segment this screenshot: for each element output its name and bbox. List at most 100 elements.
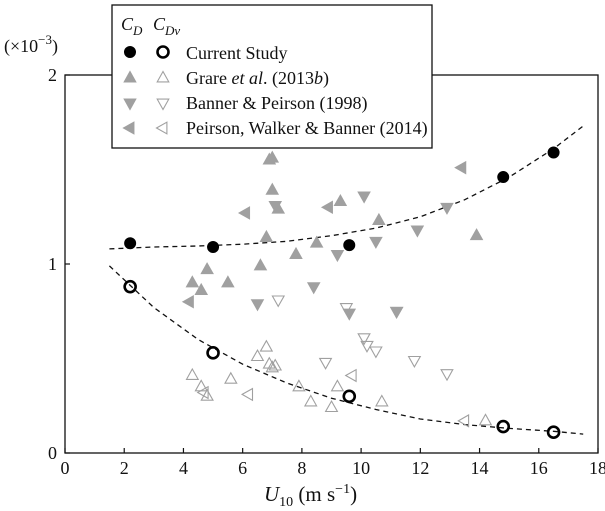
y-scale-exp: −3 (38, 32, 52, 47)
data-point-grare-et-al-2013b-cd-12 (333, 193, 348, 207)
data-point-banner-peirson-1998-cdv-5 (369, 346, 383, 359)
data-point-current-study-cdv-0 (123, 279, 137, 294)
data-point-grare-et-al-2013b-cdv-11 (324, 399, 339, 413)
data-point-grare-et-al-2013b-cdv-1 (194, 379, 209, 392)
data-point-peirson-walker-banner-2014-cdv-3 (457, 414, 470, 428)
legend-entry-peirson-walker-banner-label: Peirson, Walker & Banner (2014) (186, 118, 428, 139)
data-point-grare-et-al-2013b-cd-8 (265, 182, 280, 195)
x-tick-label-16: 16 (530, 458, 548, 478)
data-point-banner-peirson-1998-cd-9 (440, 202, 454, 215)
data-point-banner-peirson-1998-cd-4 (342, 308, 357, 321)
data-point-grare-et-al-2013b-cdv-8 (268, 358, 283, 371)
data-point-grare-et-al-2013b-cd-11 (309, 235, 324, 248)
y-tick-label-2: 2 (48, 65, 57, 85)
legend-header-cd-symbol: C (121, 14, 134, 34)
x-tick-label-6: 6 (238, 458, 247, 478)
data-point-banner-peirson-1998-cd-5 (357, 191, 371, 204)
legend-entry-banner-peirson: Banner & Peirson (1998) (186, 93, 367, 114)
data-point-grare-et-al-2013b-cd-7 (265, 150, 280, 163)
data-point-grare-et-al-2013b-cd-14 (469, 228, 484, 241)
data-point-grare-et-al-2013b-cdv-5 (259, 339, 274, 352)
x-label-close: ) (350, 482, 357, 506)
x-label-subscript: 10 (279, 495, 293, 510)
data-point-grare-et-al-2013b-cdv-13 (375, 394, 389, 407)
data-point-banner-peirson-1998-cdv-6 (389, 306, 404, 319)
legend-marker-cdv-grare-et-al-2013b (156, 70, 170, 83)
legend-entry-grare-part-4: b (314, 68, 323, 88)
y-tick-label-1: 1 (48, 254, 57, 274)
data-point-banner-peirson-1998-cdv-8 (440, 369, 454, 382)
x-label-symbol: U (264, 482, 281, 506)
x-tick-label-12: 12 (411, 458, 429, 478)
legend-header-cd: CD (121, 14, 143, 38)
data-point-banner-peirson-1998-cdv-0 (271, 295, 286, 308)
x-tick-label-18: 18 (589, 458, 605, 478)
legend-entry-current-study-label: Current Study (186, 43, 288, 63)
x-tick-label-4: 4 (179, 458, 188, 478)
data-point-grare-et-al-2013b-cd-5 (259, 229, 274, 242)
data-point-current-study-cdv-4 (546, 425, 561, 440)
data-point-current-study-cdv-1 (206, 346, 220, 360)
data-point-banner-peirson-1998-cd-0 (250, 299, 265, 312)
data-point-banner-peirson-1998-cd-2 (306, 282, 321, 295)
x-tick-label-0: 0 (61, 458, 70, 478)
x-label-exponent: −1 (335, 482, 350, 497)
data-point-current-study-cd-1 (207, 240, 220, 253)
data-point-grare-et-al-2013b-cdv-6 (262, 356, 277, 369)
data-point-current-study-cd-4 (547, 146, 560, 159)
legend-entry-peirson-walker-banner: Peirson, Walker & Banner (2014) (186, 118, 428, 139)
data-point-grare-et-al-2013b-cdv-0 (185, 367, 200, 380)
data-point-grare-et-al-2013b-cd-0 (185, 275, 200, 288)
legend-header-cdv-symbol: C (153, 14, 166, 34)
legend-marker-cdv-peirson-walker-banner-2014 (155, 121, 168, 135)
legend-header-cd-sub: D (132, 23, 143, 38)
legend-marker-cd-current-study (124, 46, 136, 58)
legend: CD CDv Current Study Grare et al. (2013b… (111, 4, 433, 149)
data-point-peirson-walker-banner-2014-cd-1 (237, 206, 251, 220)
data-point-current-study-cdv-3 (496, 419, 511, 434)
data-point-grare-et-al-2013b-cd-3 (221, 275, 235, 288)
legend-entry-grare: Grare et al. (2013b) (186, 68, 329, 89)
data-point-peirson-walker-banner-2014-cd-0 (181, 294, 194, 309)
x-tick-label-2: 2 (120, 458, 129, 478)
data-point-grare-et-al-2013b-cd-2 (200, 262, 214, 275)
legend-entry-banner-peirson-label: Banner & Peirson (1998) (186, 93, 367, 114)
data-point-grare-et-al-2013b-cdv-14 (478, 413, 493, 426)
legend-marker-cd-banner-peirson-1998 (123, 98, 137, 111)
data-point-grare-et-al-2013b-cdv-3 (224, 371, 238, 384)
data-point-peirson-walker-banner-2014-cd-3 (454, 160, 467, 175)
data-point-grare-et-al-2013b-cd-10 (289, 246, 303, 259)
data-points-layer (123, 146, 561, 440)
legend-marker-cd-peirson-walker-banner-2014 (122, 121, 135, 135)
data-point-grare-et-al-2013b-cdv-7 (265, 360, 280, 373)
data-point-current-study-cdv-2 (342, 389, 357, 404)
data-point-banner-peirson-1998-cd-3 (330, 250, 345, 263)
legend-entry-grare-part-5: ) (323, 68, 329, 89)
data-point-grare-et-al-2013b-cdv-9 (292, 379, 306, 392)
fit-curves-layer (108, 125, 584, 435)
data-point-banner-peirson-1998-cdv-7 (407, 355, 422, 369)
legend-entry-grare-part-3: . (2013 (263, 68, 314, 89)
data-point-grare-et-al-2013b-cdv-4 (250, 348, 265, 362)
data-point-grare-et-al-2013b-cd-1 (194, 282, 209, 295)
data-point-peirson-walker-banner-2014-cdv-0 (196, 385, 209, 400)
data-point-banner-peirson-1998-cd-1 (268, 200, 283, 214)
data-point-peirson-walker-banner-2014-cdv-2 (344, 368, 357, 383)
data-point-banner-peirson-1998-cdv-1 (318, 357, 333, 370)
x-tick-label-8: 8 (297, 458, 306, 478)
data-point-banner-peirson-1998-cd-7 (389, 306, 404, 319)
x-axis-label: U10 (m s−1) (264, 482, 357, 510)
data-point-grare-et-al-2013b-cd-4 (253, 258, 268, 271)
y-scale-label: (×10−3) (4, 32, 58, 57)
legend-marker-cd-grare-et-al-2013b (123, 70, 137, 83)
data-point-grare-et-al-2013b-cd-13 (372, 212, 386, 225)
legend-marker-cdv-banner-peirson-1998 (156, 98, 170, 111)
legend-entry-grare-part-1: Grare (186, 68, 231, 88)
data-point-current-study-cd-3 (497, 171, 510, 184)
legend-header-cdv: CDv (153, 14, 180, 38)
legend-marker-cdv-current-study (156, 45, 170, 59)
legend-markers (122, 45, 170, 135)
y-scale-pre: (×10 (4, 36, 38, 57)
